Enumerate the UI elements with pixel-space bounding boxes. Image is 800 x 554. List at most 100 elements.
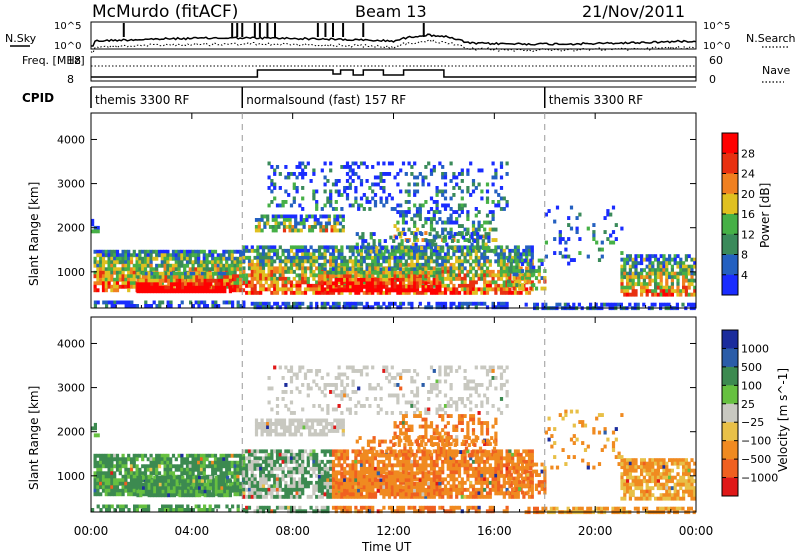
radar-cell [289,172,294,176]
radar-cell [188,253,192,258]
radar-cell [637,271,641,276]
radar-cell [205,457,209,462]
radar-cell [597,247,602,252]
radar-cell [515,272,519,277]
radar-cell [259,505,263,510]
radar-cell [104,277,108,282]
radar-cell [421,284,425,289]
radar-cell [287,456,291,461]
radar-cell [99,256,103,261]
radar-cell [195,486,199,491]
radar-cell [525,255,529,260]
radar-cell [434,235,438,240]
radar-cell [213,263,218,268]
radar-cell [547,209,551,213]
radar-cell [399,203,403,208]
radar-cell [544,254,548,259]
radar-cell [684,254,688,259]
radar-cell [233,281,237,286]
radar-cell [306,161,310,166]
radar-cell [359,281,364,286]
radar-cell [326,259,330,264]
radar-cell [499,196,504,201]
radar-cell [317,262,322,267]
radar-cell [141,478,145,483]
radar-cell [132,281,136,286]
radar-cell [452,172,456,176]
radar-cell [93,300,97,305]
radar-cell [354,255,358,260]
radar-cell [309,480,313,485]
radar-cell [284,259,288,264]
radar-cell [432,210,436,214]
radar-cell [359,248,364,253]
radar-cell [139,489,143,494]
radar-cell [184,285,188,290]
radar-cell [236,277,240,282]
y-tick-label: 4000 [57,133,85,146]
radar-cell [502,301,506,306]
radar-cell [466,172,470,176]
radar-cell [142,489,146,494]
radar-cell [670,282,674,287]
radar-cell [129,485,134,490]
radar-cell [289,305,294,310]
radar-cell [270,179,274,183]
radar-cell [668,254,672,259]
radar-cell [357,203,361,208]
radar-cell [298,280,302,285]
radar-cell [247,452,252,457]
radar-cell [124,304,128,308]
radar-cell [247,248,252,253]
radar-cell [502,287,506,292]
radar-cell [491,287,495,292]
radar-cell [413,509,417,514]
radar-cell [483,259,487,264]
radar-cell [401,210,406,214]
radar-cell [480,189,484,194]
radar-cell [340,283,344,288]
radar-cell [348,494,352,499]
radar-cell [608,302,612,307]
radar-cell [245,463,249,468]
radar-cell [281,290,285,295]
radar-cell [230,453,234,458]
radar-cell [317,287,322,292]
radar-cell [253,283,257,288]
radar-cell [143,263,148,268]
radar-cell [463,273,467,278]
radar-cell [476,239,480,243]
radar-cell [135,263,139,268]
radar-cell [623,268,627,273]
radar-cell [228,479,232,484]
radar-cell [253,305,257,310]
radar-cell [301,280,305,285]
radar-cell [294,214,298,219]
radar-cell [401,220,406,225]
radar-cell [184,479,188,484]
radar-cell [129,256,134,261]
radar-cell [301,449,305,454]
radar-cell [295,280,299,285]
radar-cell [271,228,275,233]
radar-cell [429,305,434,310]
radar-cell [508,290,512,295]
radar-cell [399,284,403,289]
radar-cell [268,225,273,229]
radar-cell [181,282,185,287]
radar-cell [361,235,365,240]
radar-cell [345,270,350,275]
radar-cell [277,225,281,229]
radar-cell [256,259,260,264]
radar-cell [491,276,495,281]
radar-cell [198,275,202,280]
radar-cell [91,218,95,223]
radar-cell [164,486,168,491]
radar-cell [270,494,274,499]
radar-cell [340,245,344,250]
radar-cell [223,285,227,290]
radar-cell [441,259,445,264]
radar-cell [589,302,593,307]
radar-cell [558,233,562,238]
radar-cell [516,248,520,253]
